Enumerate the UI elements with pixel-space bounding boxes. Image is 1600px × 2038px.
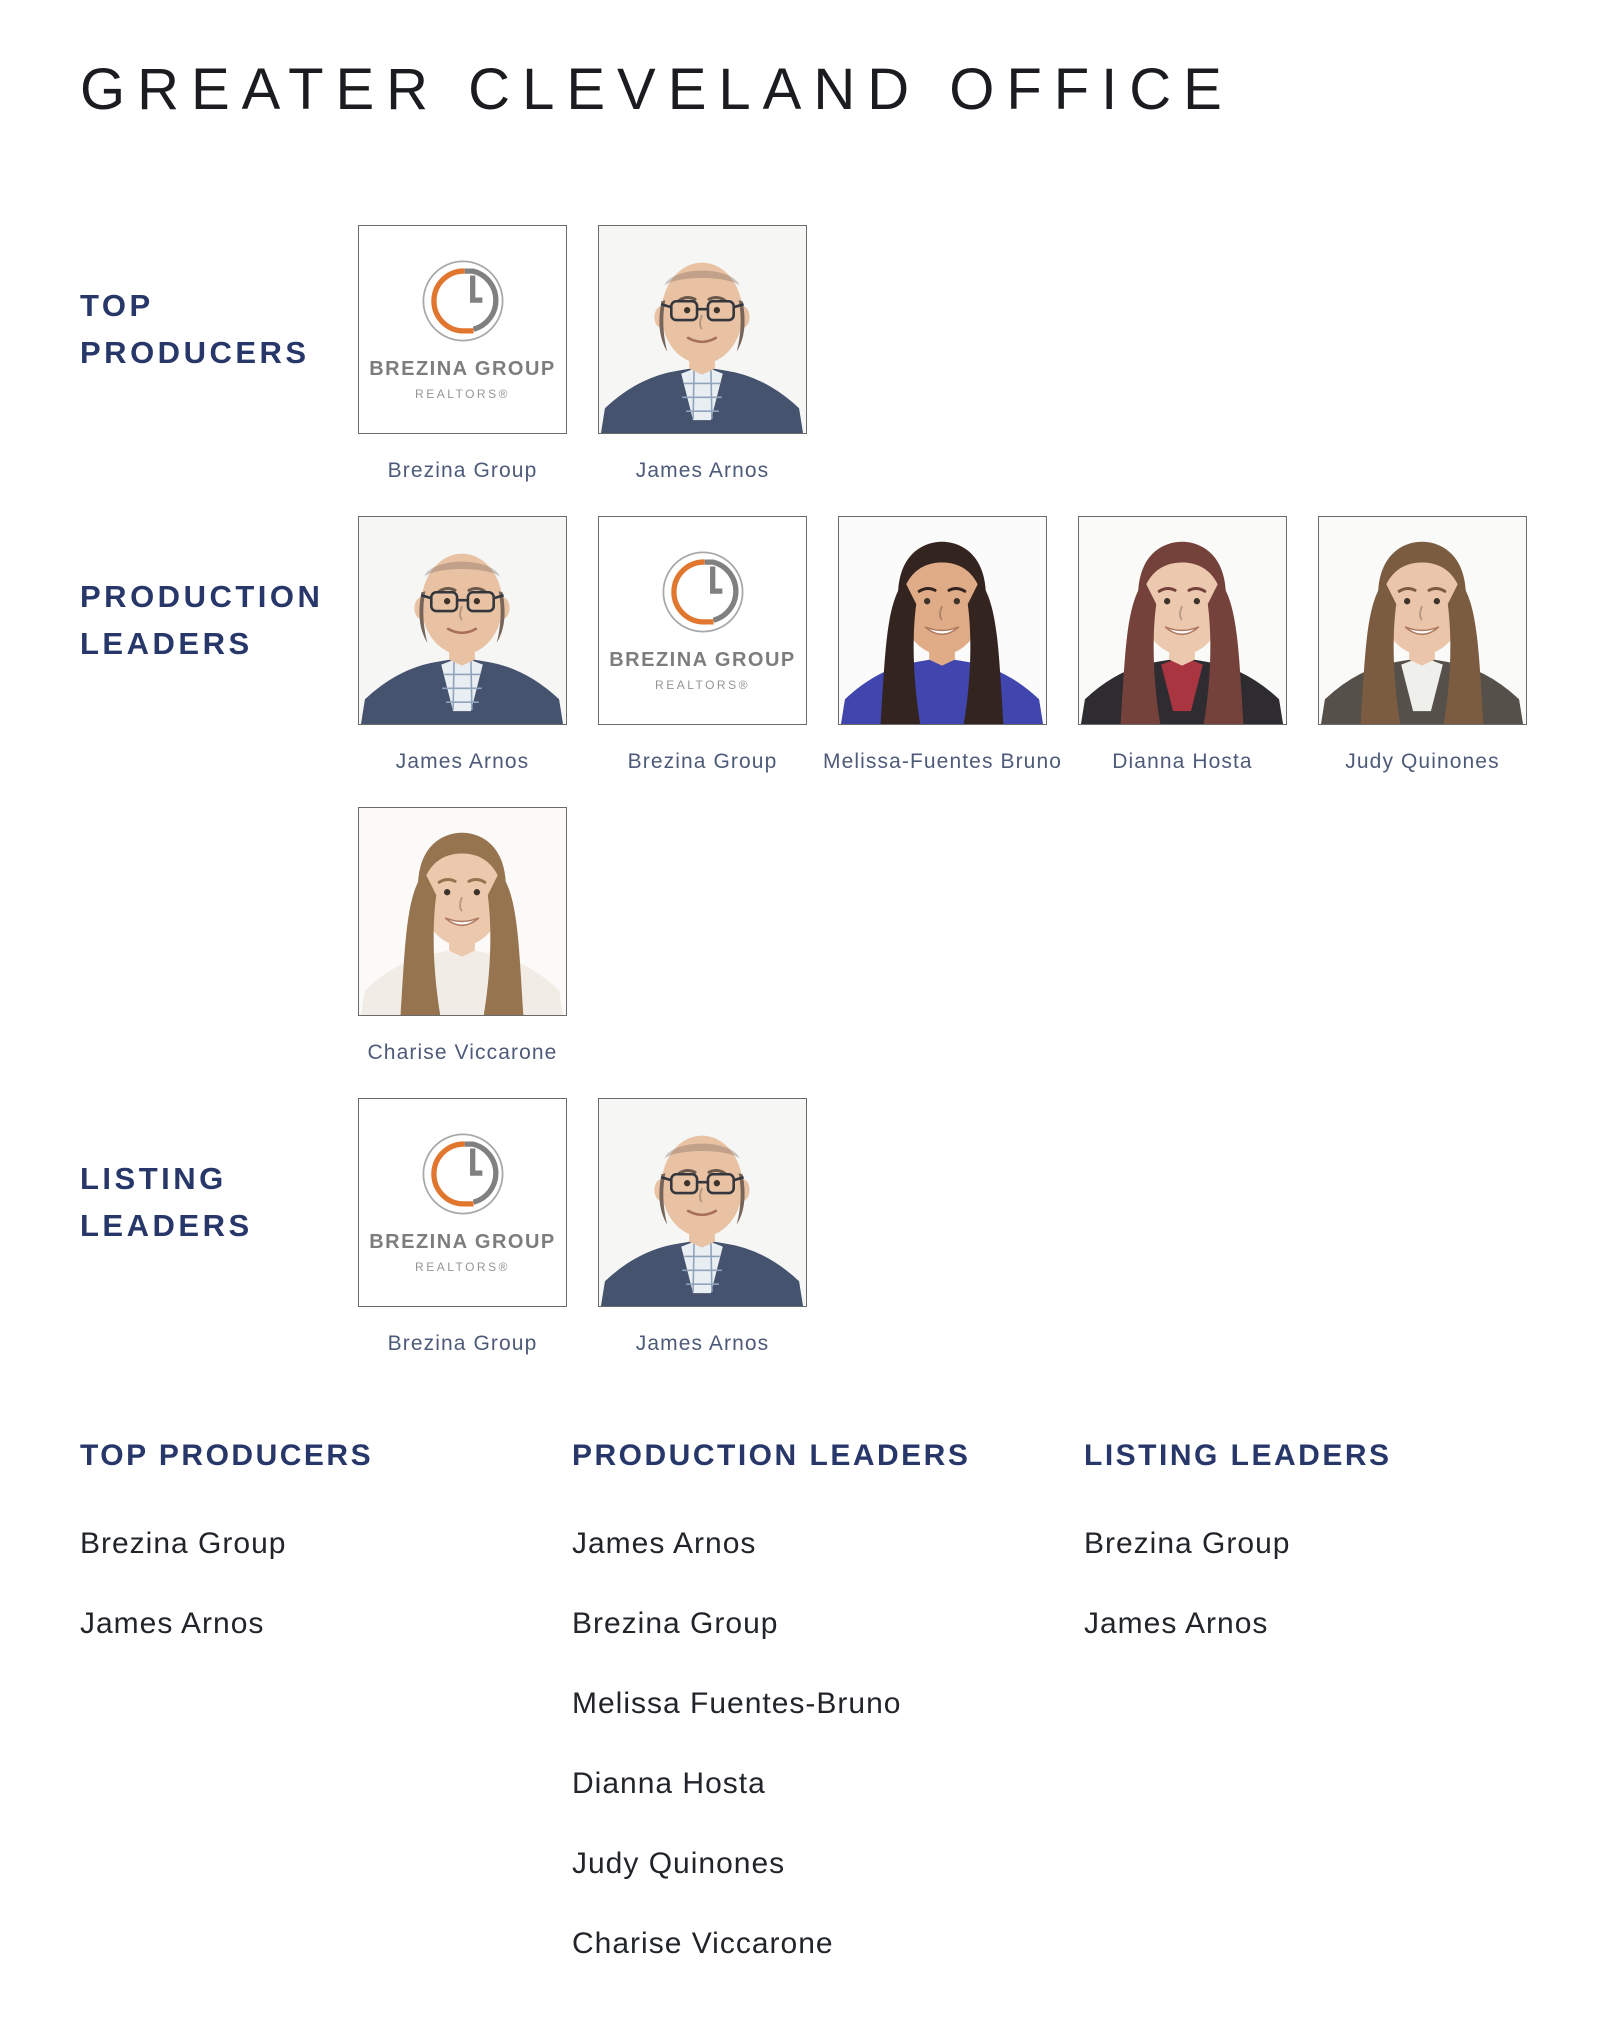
portrait-photo (359, 516, 566, 724)
member-james-arnos: James Arnos (598, 224, 807, 516)
section-label-spacer (80, 807, 358, 1016)
member-caption: Melissa-Fuentes Bruno (822, 749, 1063, 773)
section-label-line: PRODUCTION (80, 579, 324, 615)
listing-leaders-row: LISTING LEADERS BREZINA GROUP REALTORS® Brez… (80, 1097, 1600, 1389)
logo-wordmark: BREZINA GROUP (369, 358, 556, 381)
member-card-brezina-group[interactable]: BREZINA GROUP REALTORS® (358, 1097, 567, 1307)
logo-subtitle: REALTORS® (655, 678, 750, 693)
summary-item: Judy Quinones (572, 1846, 786, 1880)
summary-item: Charise Viccarone (572, 1926, 834, 1960)
section-label-line: TOP (80, 288, 154, 324)
member-card-james-arnos[interactable] (598, 1097, 807, 1307)
member-caption: James Arnos (635, 1331, 770, 1355)
summary-item: Brezina Group (1084, 1526, 1291, 1560)
member-caption: Brezina Group (387, 1331, 538, 1355)
member-card-james-arnos[interactable] (358, 515, 567, 725)
portrait-photo (359, 807, 566, 1015)
member-james-arnos: James Arnos (598, 1097, 807, 1389)
member-brezina-group: BREZINA GROUP REALTORS® Brezina Group (358, 224, 567, 516)
portrait-photo (599, 1098, 806, 1306)
section-label-listing-leaders: LISTING LEADERS (80, 1098, 358, 1307)
member-caption: James Arnos (635, 458, 770, 482)
summary-column-top-producers: TOP PRODUCERS Brezina Group James Arnos (80, 1439, 572, 2008)
member-brezina-group: BREZINA GROUP REALTORS® Brezina Group (598, 515, 807, 807)
member-judy-quinones: Judy Quinones (1318, 515, 1527, 807)
portrait-photo (839, 516, 1046, 724)
member-james-arnos: James Arnos (358, 515, 567, 807)
top-producers-row: TOP PRODUCERS BREZINA GROUP REALTORS® Brezin… (80, 224, 1600, 516)
logo-subtitle: REALTORS® (415, 1260, 510, 1275)
summary-item: James Arnos (80, 1606, 265, 1640)
page-title: GREATER CLEVELAND OFFICE (80, 57, 1234, 122)
summary-item: Brezina Group (80, 1526, 287, 1560)
production-leaders-row: Charise Viccarone (80, 806, 1600, 1098)
brezina-group-logo-icon (422, 260, 503, 342)
portrait-photo (1079, 516, 1286, 724)
section-label-line: LEADERS (80, 626, 253, 662)
member-caption: Brezina Group (627, 749, 778, 773)
summary-column-listing-leaders: LISTING LEADERS Brezina Group James Arnos (1084, 1439, 1600, 2008)
brezina-group-logo-icon (662, 551, 743, 633)
member-melissa-fuentes-bruno: Melissa-Fuentes Bruno (823, 515, 1061, 807)
summary-column-production-leaders: PRODUCTION LEADERS James Arnos Brezina Gro… (572, 1439, 1084, 2008)
portrait-photo (1319, 516, 1526, 724)
summary-item: Melissa Fuentes-Bruno (572, 1686, 902, 1720)
roster-sections: TOP PRODUCERS BREZINA GROUP REALTORS® Brezin… (80, 224, 1600, 1389)
section-label-line: LISTING (80, 1161, 227, 1197)
logo-wordmark: BREZINA GROUP (369, 1231, 556, 1254)
member-card-james-arnos[interactable] (598, 224, 807, 434)
summary-heading-listing-leaders: LISTING LEADERS (1084, 1438, 1392, 1472)
member-card-brezina-group[interactable]: BREZINA GROUP REALTORS® (598, 515, 807, 725)
section-label-line: PRODUCERS (80, 335, 310, 371)
member-card-melissa-fuentes-bruno[interactable] (838, 515, 1047, 725)
member-caption: Judy Quinones (1345, 749, 1500, 773)
section-label-line: LEADERS (80, 1208, 253, 1244)
summary-lists: TOP PRODUCERS Brezina Group James Arnos PRO… (80, 1439, 1600, 2008)
brezina-group-logo-icon (422, 1133, 503, 1215)
section-label-top-producers: TOP PRODUCERS (80, 225, 358, 434)
summary-item: Dianna Hosta (572, 1766, 766, 1800)
member-card-brezina-group[interactable]: BREZINA GROUP REALTORS® (358, 224, 567, 434)
portrait-photo (599, 225, 806, 433)
member-card-dianna-hosta[interactable] (1078, 515, 1287, 725)
member-card-charise-viccarone[interactable] (358, 806, 567, 1016)
summary-item: Brezina Group (572, 1606, 779, 1640)
summary-heading-production-leaders: PRODUCTION LEADERS (572, 1438, 971, 1472)
logo-subtitle: REALTORS® (415, 387, 510, 402)
production-leaders-row: PRODUCTION LEADERS James Arnos BREZINA GROU… (80, 515, 1600, 807)
summary-item: James Arnos (572, 1526, 757, 1560)
member-caption: Dianna Hosta (1112, 749, 1253, 773)
member-dianna-hosta: Dianna Hosta (1078, 515, 1287, 807)
member-card-judy-quinones[interactable] (1318, 515, 1527, 725)
summary-item: James Arnos (1084, 1606, 1269, 1640)
summary-heading-top-producers: TOP PRODUCERS (80, 1438, 374, 1472)
section-label-production-leaders: PRODUCTION LEADERS (80, 516, 358, 725)
member-charise-viccarone: Charise Viccarone (358, 806, 567, 1098)
logo-wordmark: BREZINA GROUP (609, 649, 796, 672)
member-caption: Charise Viccarone (367, 1040, 558, 1064)
member-caption: Brezina Group (387, 458, 538, 482)
member-caption: James Arnos (395, 749, 530, 773)
member-brezina-group: BREZINA GROUP REALTORS® Brezina Group (358, 1097, 567, 1389)
